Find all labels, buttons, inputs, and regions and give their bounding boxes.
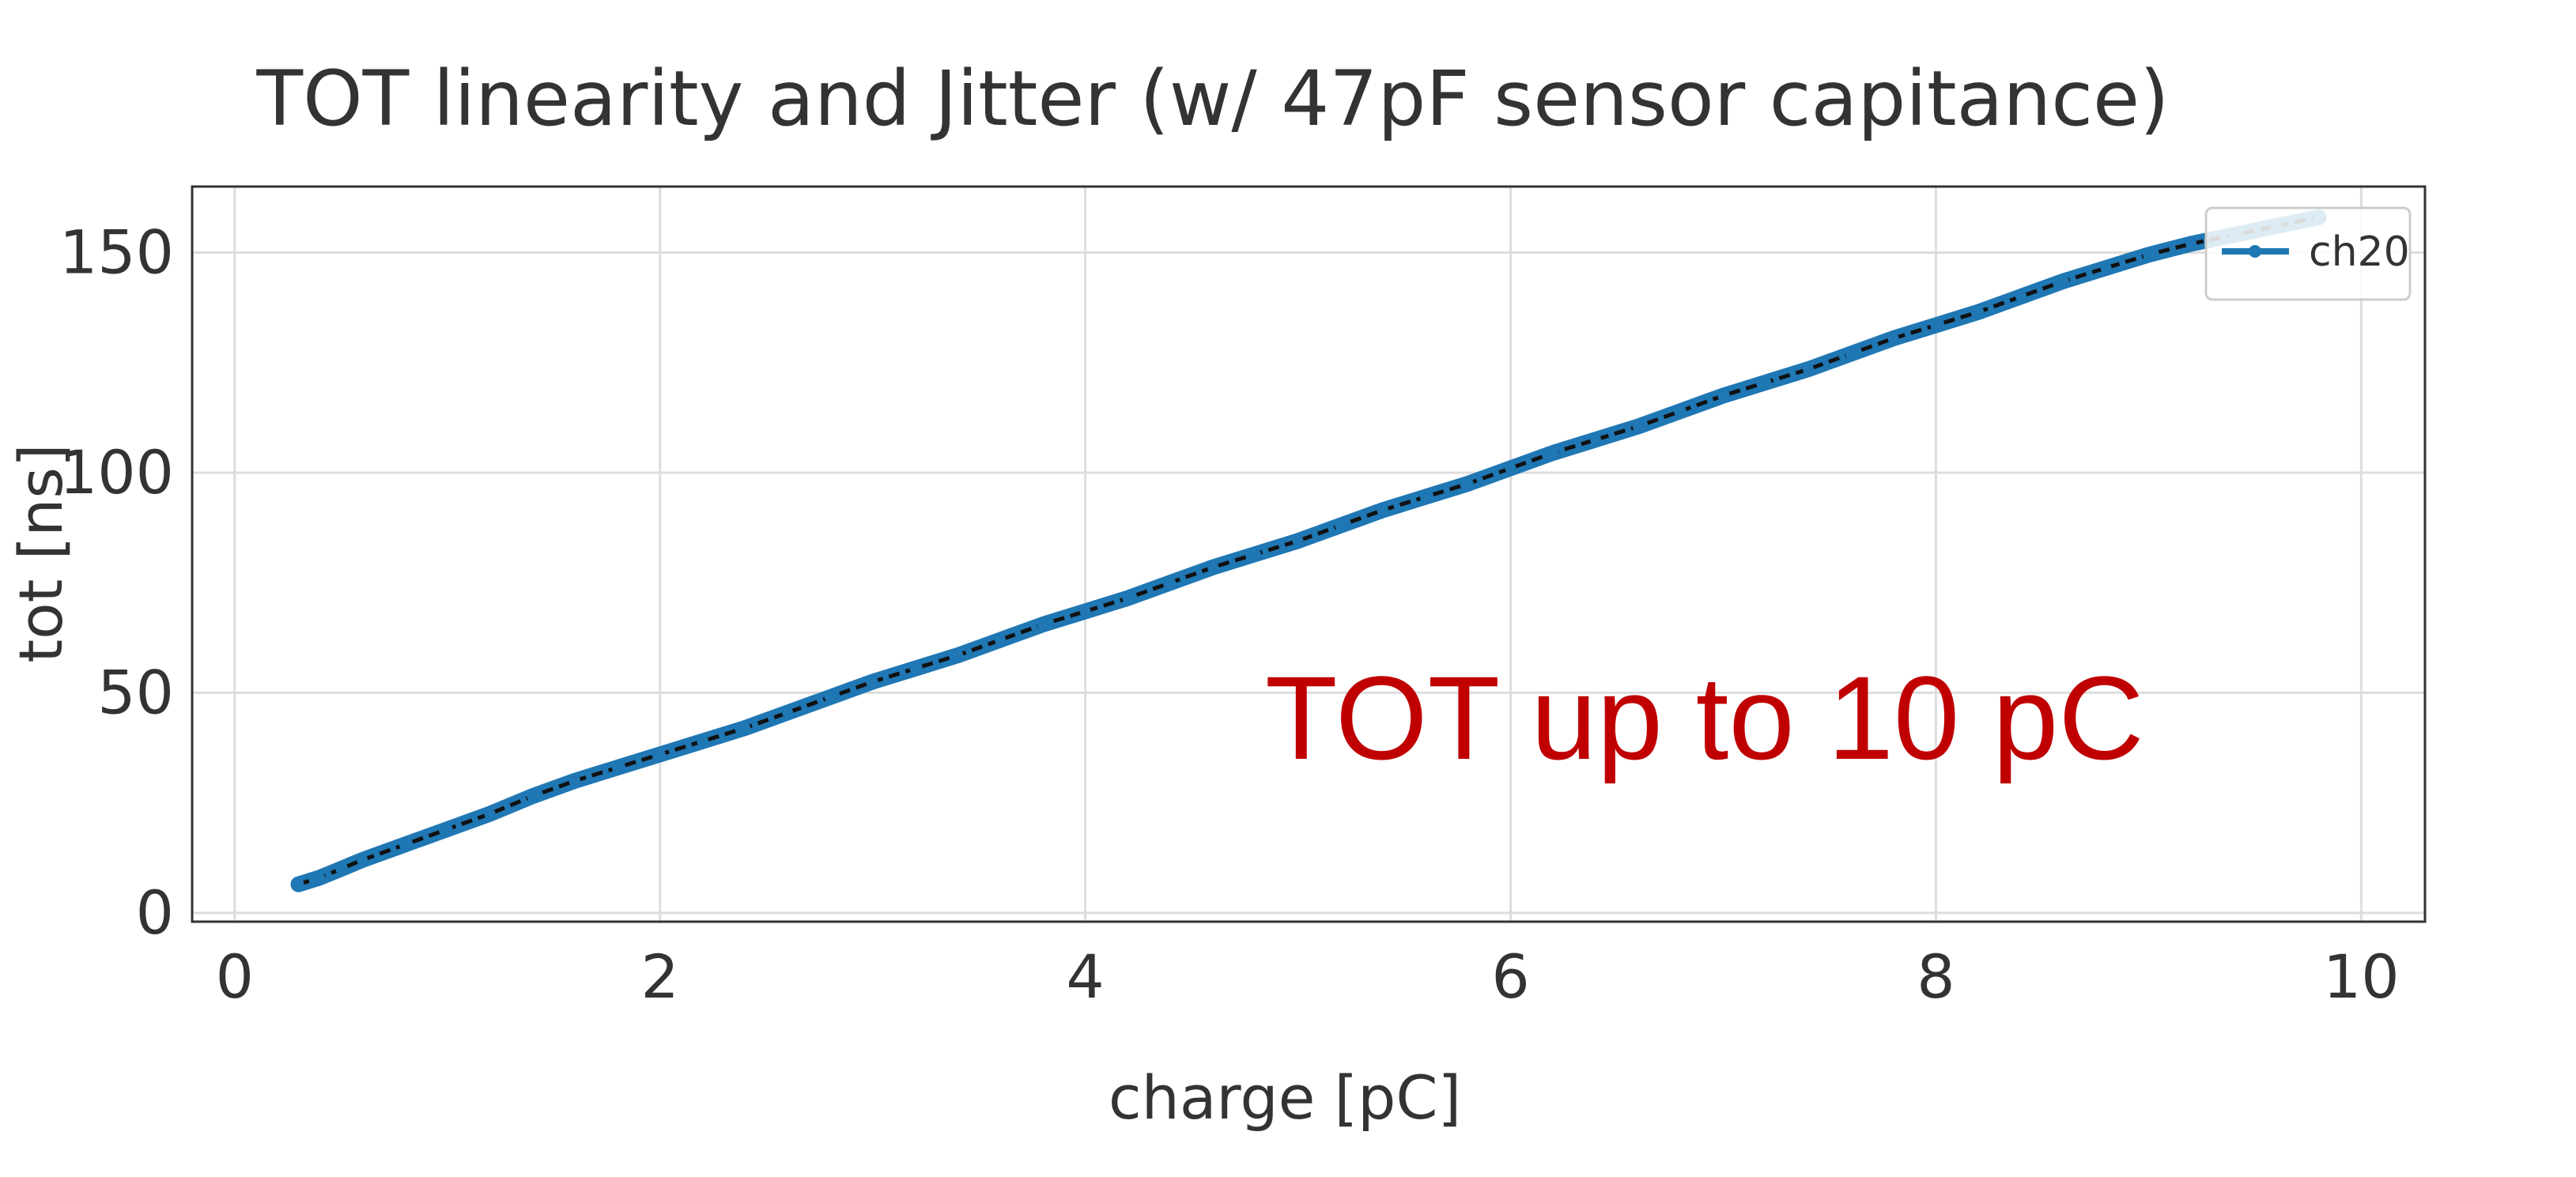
data-point — [1079, 605, 1091, 617]
data-point — [1037, 619, 1048, 631]
data-point — [1803, 364, 1815, 375]
series-trace-ch20 — [297, 215, 2320, 887]
data-point — [2057, 275, 2069, 287]
data-point — [2100, 262, 2112, 274]
data-point — [484, 808, 496, 820]
y-tick-label: 150 — [59, 217, 174, 288]
y-tick-label: 0 — [136, 877, 174, 948]
data-point — [654, 749, 666, 760]
data-point — [1632, 421, 1644, 432]
data-point — [1590, 434, 1602, 446]
data-point — [1207, 561, 1218, 573]
data-point — [1122, 592, 1134, 604]
data-point — [527, 790, 538, 802]
data-point — [782, 707, 794, 719]
data-point — [314, 872, 326, 884]
legend-swatch-marker — [2249, 245, 2261, 258]
data-point — [1760, 376, 1772, 388]
legend: ch20 — [2204, 206, 2412, 301]
annotation-tot-range: TOT up to 10 pC — [1265, 651, 2144, 784]
data-point — [1887, 333, 1899, 345]
data-point — [1377, 504, 1389, 516]
data-point — [611, 762, 623, 774]
x-tick-label: 10 — [2323, 941, 2400, 1012]
series-layer — [290, 209, 2327, 892]
data-point — [952, 650, 964, 662]
data-point — [1249, 549, 1261, 560]
data-point — [357, 854, 368, 866]
data-point — [1335, 519, 1347, 531]
data-point — [1462, 477, 1474, 489]
data-point — [2143, 249, 2155, 261]
data-point — [335, 863, 347, 875]
data-point — [867, 676, 878, 688]
data-point — [697, 735, 708, 747]
data-point — [293, 878, 304, 890]
series-line-ch20 — [290, 209, 2327, 892]
data-point — [569, 775, 581, 787]
data-point — [1419, 491, 1431, 503]
x-tick-label: 2 — [641, 941, 679, 1012]
data-point — [1165, 577, 1177, 589]
x-tick-label: 8 — [1917, 941, 1955, 1012]
data-point — [1547, 447, 1559, 458]
data-point — [995, 634, 1007, 646]
data-point — [1292, 535, 1304, 547]
data-point — [1675, 406, 1686, 417]
y-tick-label: 100 — [59, 437, 174, 507]
data-point — [739, 722, 751, 734]
x-tick-label: 0 — [216, 941, 254, 1012]
chart-title: TOT linearity and Jitter (w/ 47pF sensor… — [255, 55, 2169, 143]
data-point — [824, 691, 836, 703]
data-point — [909, 662, 921, 674]
data-point — [1845, 348, 1856, 360]
x-tick-label: 6 — [1491, 941, 1529, 1012]
data-point — [1973, 306, 1985, 318]
plot-frame — [191, 185, 2427, 923]
legend-entry-ch20: ch20 — [2309, 228, 2410, 276]
x-tick-label: 4 — [1066, 941, 1104, 1012]
grid-lines — [192, 187, 2425, 922]
data-point — [1717, 390, 1729, 402]
x-axis-label: charge [pC] — [1109, 1062, 1461, 1133]
data-point — [398, 839, 410, 851]
data-point — [2015, 291, 2026, 303]
y-tick-label: 50 — [97, 657, 174, 727]
data-point — [1930, 319, 1942, 331]
legend-box — [2204, 206, 2412, 301]
y-axis-label: tot [ns] — [6, 443, 76, 662]
data-point — [1505, 462, 1517, 474]
data-point — [441, 824, 453, 836]
data-point — [2185, 238, 2197, 250]
